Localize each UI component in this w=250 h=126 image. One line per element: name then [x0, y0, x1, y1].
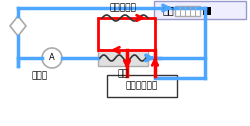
Text: 速度: 速度	[163, 5, 175, 15]
Text: 添加励磁装置: 添加励磁装置	[126, 82, 158, 90]
Bar	[175, 6, 200, 16]
Bar	[192, 7, 200, 15]
Text: 電機子: 電機子	[32, 71, 48, 80]
FancyBboxPatch shape	[107, 75, 177, 97]
Text: A: A	[49, 54, 55, 62]
Circle shape	[42, 48, 62, 68]
Text: 誘導コイル: 誘導コイル	[110, 3, 136, 12]
FancyBboxPatch shape	[154, 1, 246, 19]
Text: 界磁: 界磁	[118, 69, 128, 78]
Bar	[98, 50, 148, 66]
Polygon shape	[10, 16, 26, 36]
Bar	[203, 7, 211, 15]
